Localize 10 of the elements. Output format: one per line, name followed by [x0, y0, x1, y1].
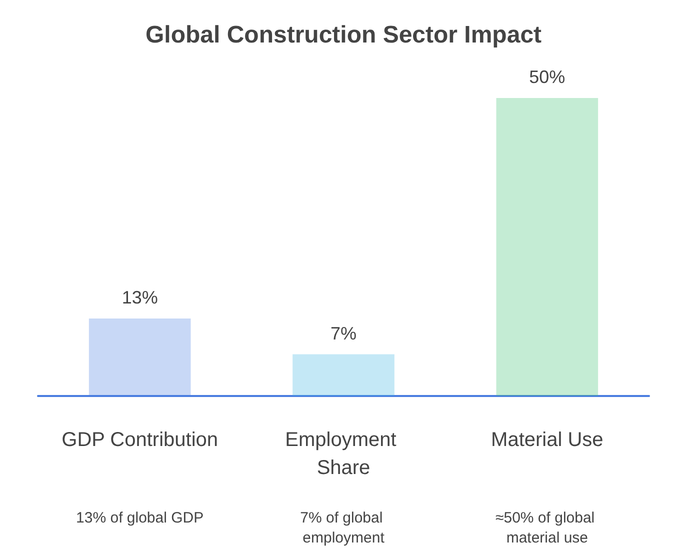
text: 13% of global GDP: [76, 510, 204, 526]
text: 7% of global employment: [300, 510, 387, 546]
x-tick-label: Material Use: [491, 429, 604, 451]
data-label: 50%: [529, 67, 566, 87]
text: ≈50% of global material use: [496, 510, 599, 546]
x-tick-label: GDP Contribution: [62, 429, 218, 451]
data-label: 13%: [122, 288, 158, 308]
data-label: 7%: [330, 323, 357, 344]
x-tick-label: Employment Share: [285, 429, 402, 479]
chart-title: Global Construction Sector Impact: [145, 22, 542, 48]
